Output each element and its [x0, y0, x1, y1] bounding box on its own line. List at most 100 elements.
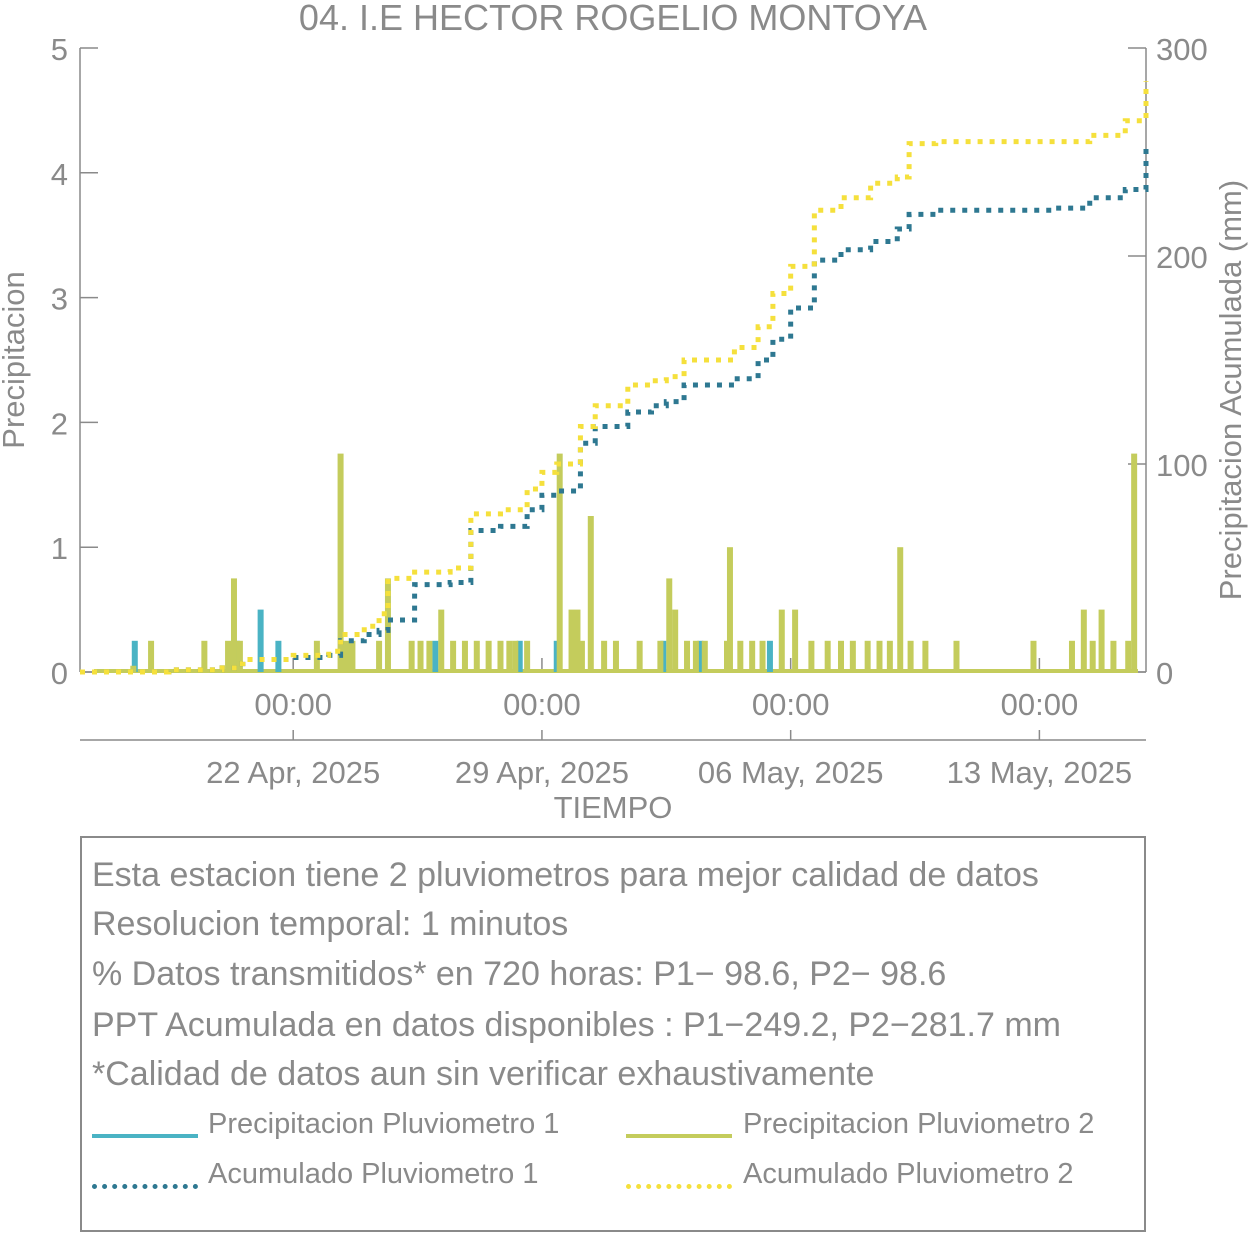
chart-title: 04. I.E HECTOR ROGELIO MONTOYA	[299, 0, 927, 38]
bar-p2	[849, 640, 856, 672]
bar-p1	[766, 640, 773, 672]
bar-p2	[666, 578, 673, 672]
y-tick-label-right: 0	[1156, 656, 1173, 691]
bar-p2	[376, 640, 383, 672]
y-tick-label-right: 200	[1156, 240, 1208, 275]
bar-p2	[1098, 609, 1105, 672]
bar-p2	[438, 609, 445, 672]
bar-p2	[612, 640, 619, 672]
y-tick-label-right: 100	[1156, 448, 1208, 483]
x-tick-label-time: 00:00	[254, 687, 332, 722]
bar-p2	[701, 640, 708, 672]
bar-p2	[672, 609, 679, 672]
info-line-stations: Esta estacion tiene 2 pluviometros para …	[92, 856, 1039, 894]
bar-p2	[824, 640, 831, 672]
bar-p2	[897, 547, 904, 672]
bar-p2	[726, 547, 733, 672]
y-tick-label-left: 5	[51, 32, 68, 67]
legend-label-acum1: Acumulado Pluviometro 1	[208, 1158, 539, 1190]
line-acumulado-p2	[80, 81, 1149, 675]
bar-p2	[236, 640, 243, 672]
info-box: Esta estacion tiene 2 pluviometros para …	[80, 836, 1146, 1232]
bar-p2	[692, 640, 699, 672]
bar-p1	[516, 640, 523, 672]
bar-p2	[808, 640, 815, 672]
bar-p2	[684, 640, 691, 672]
bar-p2	[737, 640, 744, 672]
legend-swatch-acum1	[92, 1184, 198, 1189]
bar-p1	[697, 640, 704, 672]
bar-p2	[953, 640, 960, 672]
bar-p2	[417, 640, 424, 672]
bar-p2	[1110, 640, 1117, 672]
info-line-quality-note: *Calidad de datos aun sin verificar exha…	[92, 1055, 875, 1093]
bar-p2	[450, 640, 457, 672]
bar-p2	[225, 640, 232, 672]
x-tick-label-time: 00:00	[752, 687, 830, 722]
bar-p2	[876, 640, 883, 672]
bar-p2	[230, 578, 237, 672]
bar-p2	[657, 640, 664, 672]
bar-p2	[343, 640, 350, 672]
y-tick-label-left: 3	[51, 282, 68, 317]
bar-p2	[524, 640, 531, 672]
bar-p2	[907, 640, 914, 672]
y-tick-label-left: 2	[51, 406, 68, 441]
line-acumulado-p1	[80, 147, 1149, 675]
bar-p2	[749, 640, 756, 672]
y-axis-label-right: Precipitacion Acumulada (mm)	[1213, 180, 1248, 600]
bar-p1	[131, 640, 138, 672]
precipitation-chart: 04. I.E HECTOR ROGELIO MONTOYA 0 1 2 3 4 5 0 10…	[0, 0, 1248, 825]
x-axis-label: TIEMPO	[554, 790, 673, 825]
bar-p2	[864, 640, 871, 672]
bar-p2	[587, 516, 594, 672]
y-tick-label-left: 1	[51, 531, 68, 566]
legend-label-acum2: Acumulado Pluviometro 2	[743, 1158, 1074, 1190]
bar-p2	[1125, 640, 1132, 672]
x-tick-label-date: 22 Apr, 2025	[206, 755, 380, 790]
bar-p2	[838, 640, 845, 672]
bar-p2	[148, 640, 155, 672]
bar-p2	[759, 640, 766, 672]
bar-p2	[636, 640, 643, 672]
legend-label-p2: Precipitacion Pluviometro 2	[743, 1108, 1095, 1140]
y-tick-label-right: 300	[1156, 32, 1208, 67]
bar-p2	[1131, 453, 1138, 672]
bar-p2	[130, 665, 137, 672]
bar-p2	[922, 640, 929, 672]
bar-p2	[556, 453, 563, 672]
bar-p1	[432, 640, 439, 672]
bar-p2	[497, 640, 504, 672]
bar-p1	[275, 640, 282, 672]
bar-p2	[1030, 640, 1037, 672]
bar-p2	[574, 609, 581, 672]
info-line-accumulated: PPT Acumulada en datos disponibles : P1−…	[92, 1006, 1061, 1044]
x-tick-label-date: 13 May, 2025	[947, 755, 1133, 790]
bar-p2	[408, 640, 415, 672]
bar-p1	[257, 609, 264, 672]
bar-p2	[349, 640, 356, 672]
bar-p2	[337, 453, 344, 672]
legend-swatch-p2	[626, 1134, 732, 1138]
y-tick-label-left: 0	[51, 656, 68, 691]
plot-area: 0 1 2 3 4 5 0 100 200 300 00:00 22 Apr, 2025 00:00 29…	[51, 32, 1208, 790]
bar-p2	[1068, 640, 1075, 672]
bar-p2	[506, 640, 513, 672]
legend-label-p1: Precipitacion Pluviometro 1	[208, 1108, 560, 1140]
bar-p2	[512, 640, 519, 672]
bar-p2	[601, 640, 608, 672]
bar-p2	[886, 640, 893, 672]
bar-p2	[473, 640, 480, 672]
y-tick-label-left: 4	[51, 157, 68, 192]
bar-p2	[568, 609, 575, 672]
bar-p2	[792, 609, 799, 672]
bar-p2	[485, 640, 492, 672]
info-line-resolution: Resolucion temporal: 1 minutos	[92, 905, 569, 943]
y-axis-label-left: Precipitacion	[0, 271, 31, 448]
bar-p2	[461, 640, 468, 672]
legend-swatch-p1	[92, 1134, 198, 1138]
bar-p2	[1080, 609, 1087, 672]
bar-p2	[778, 609, 785, 672]
x-tick-label-time: 00:00	[1001, 687, 1079, 722]
x-tick-label-time: 00:00	[503, 687, 581, 722]
